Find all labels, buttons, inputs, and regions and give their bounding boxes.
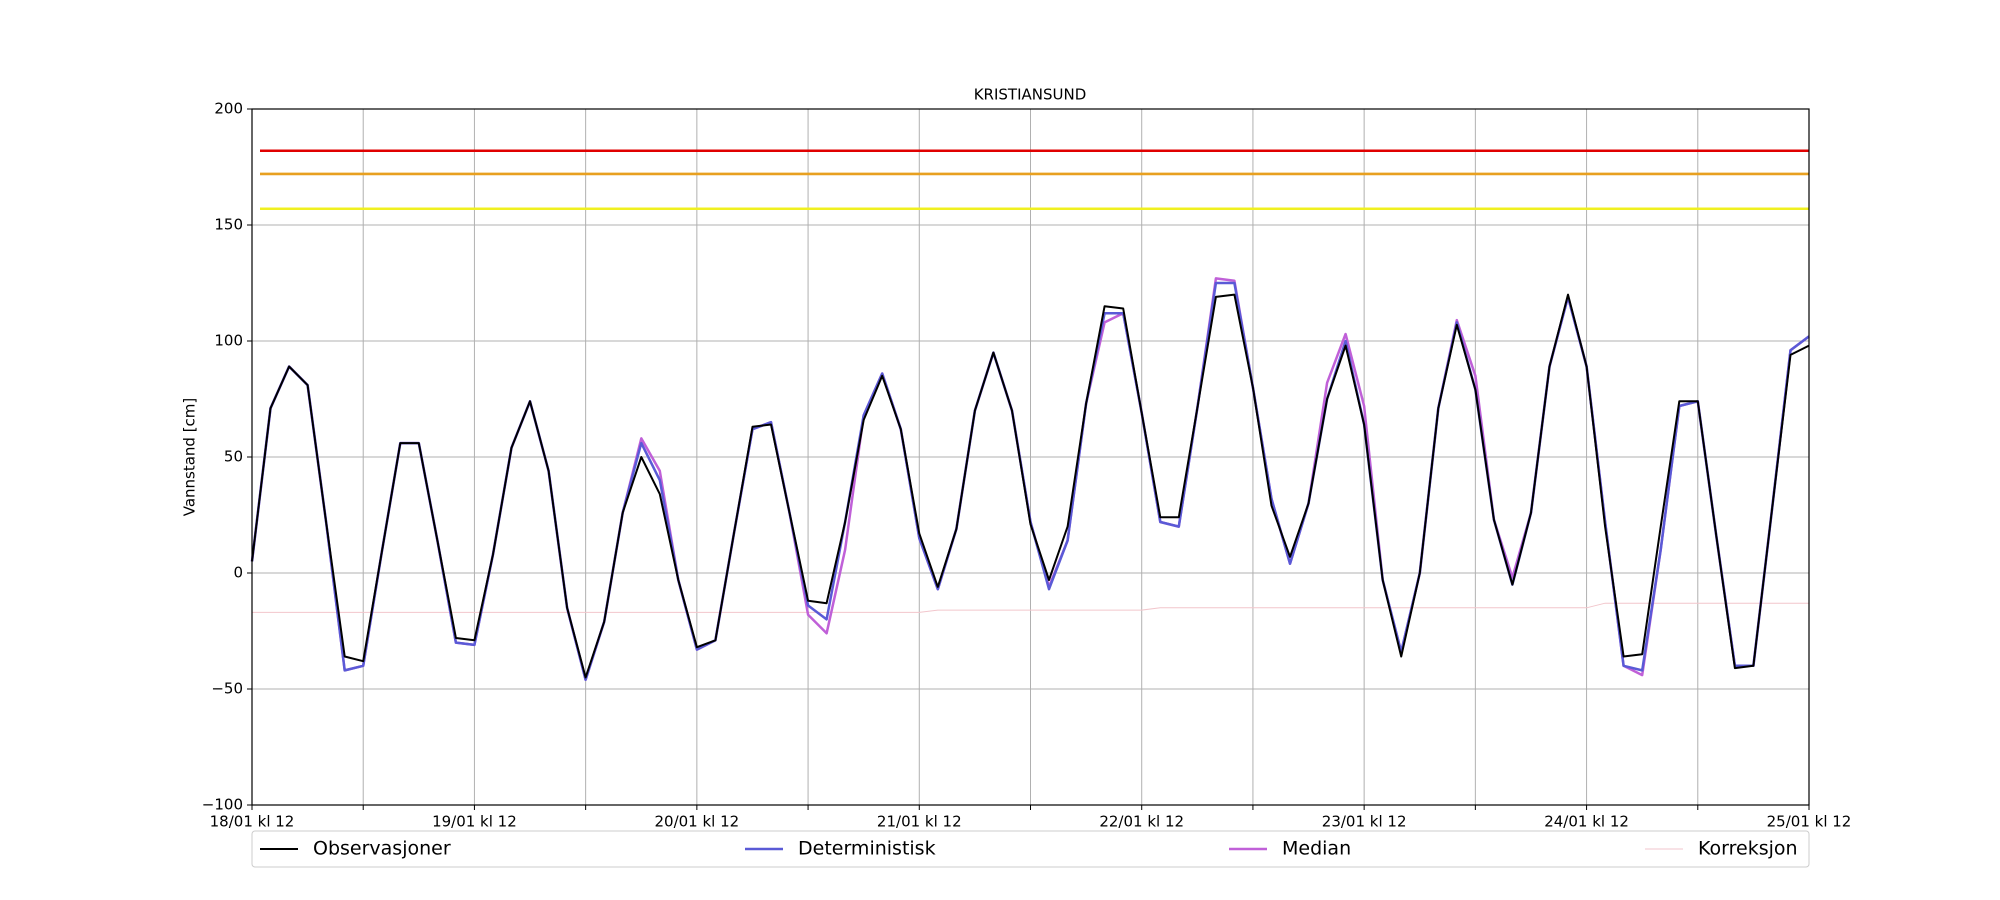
y-tick-label: −100 xyxy=(202,796,243,814)
plot-frame xyxy=(251,108,1810,806)
legend-label: Korreksjon xyxy=(1698,838,1798,860)
series-line xyxy=(252,602,1809,613)
y-tick-label: 50 xyxy=(224,448,243,466)
legend-box xyxy=(251,830,1810,868)
y-tick-label: 150 xyxy=(214,216,243,234)
x-tick-label: 23/01 kl 12 xyxy=(1322,813,1407,831)
x-tick-label: 21/01 kl 12 xyxy=(877,813,962,831)
y-axis-label: Vannstand [cm] xyxy=(181,398,199,517)
x-tick-label: 20/01 kl 12 xyxy=(654,813,739,831)
x-tick-label: 25/01 kl 12 xyxy=(1767,813,1852,831)
x-tick-label: 18/01 kl 12 xyxy=(210,813,295,831)
legend-label: Observasjoner xyxy=(313,838,451,860)
legend-label: Deterministisk xyxy=(798,838,936,860)
y-tick-label: 200 xyxy=(214,100,243,118)
x-tick-label: 24/01 kl 12 xyxy=(1544,813,1629,831)
legend-label: Median xyxy=(1282,838,1351,860)
series-line xyxy=(251,293,1810,679)
y-tick-label: 100 xyxy=(214,332,243,350)
chart-title: KRISTIANSUND xyxy=(974,86,1087,104)
y-tick-label: 0 xyxy=(233,564,243,582)
y-tick-label: −50 xyxy=(211,680,243,698)
x-tick-label: 19/01 kl 12 xyxy=(432,813,517,831)
x-tick-label: 22/01 kl 12 xyxy=(1099,813,1184,831)
